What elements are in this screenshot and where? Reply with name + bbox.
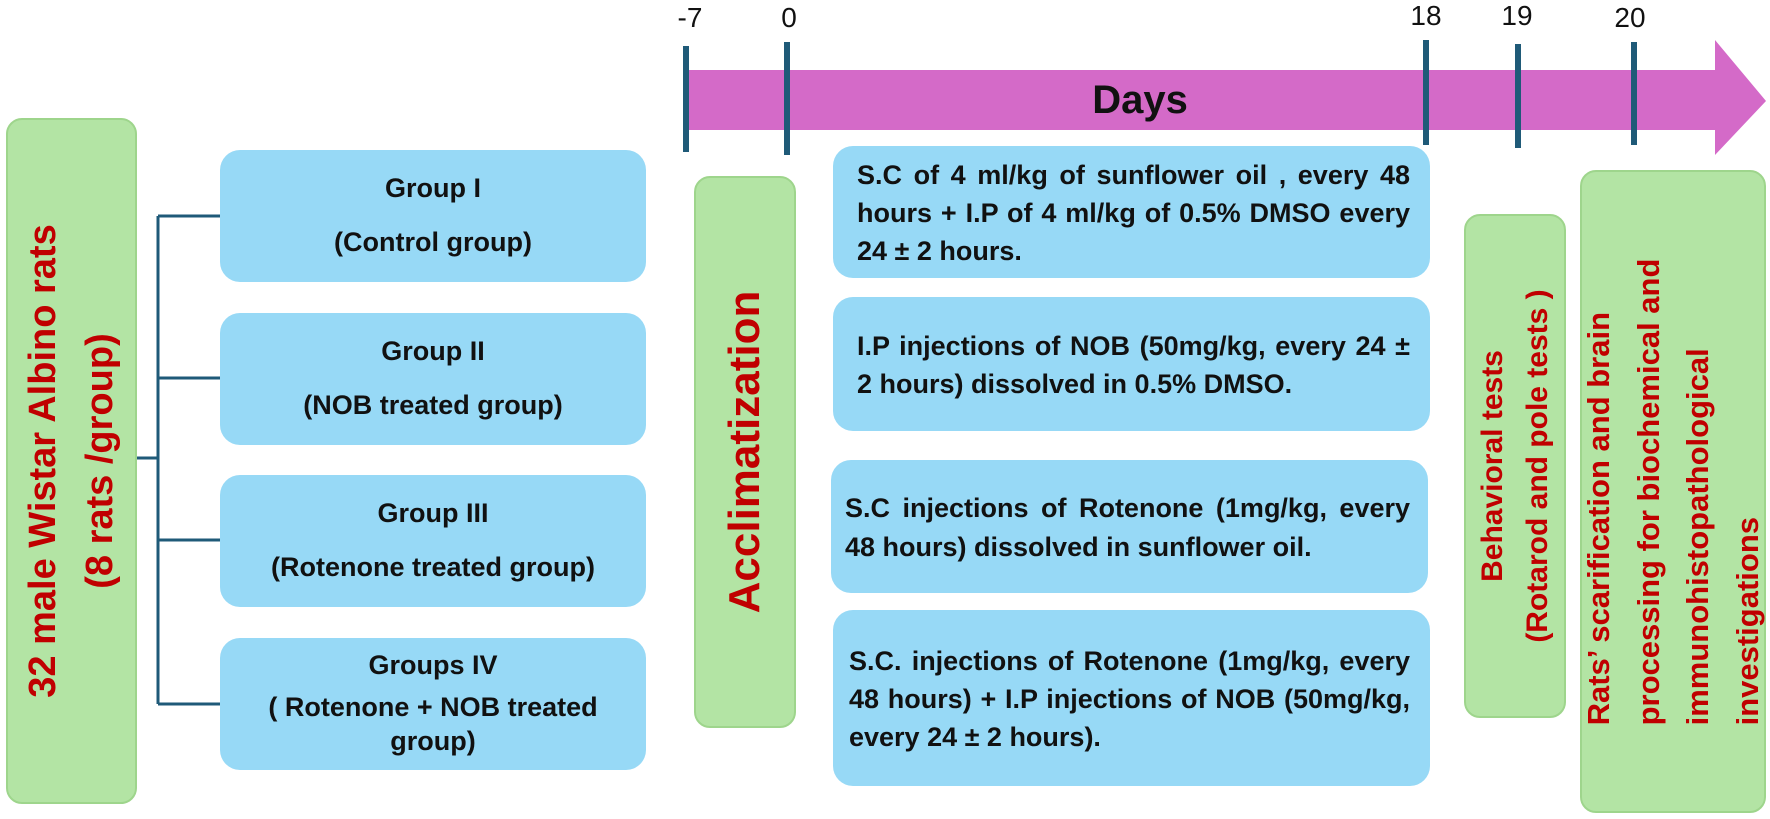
subjects-line: 32 male Wistar Albino rats — [21, 224, 64, 698]
final-processing-label: Rats’ scarification and brain processing… — [1574, 258, 1770, 725]
group-desc: ( Rotenone + NOB treated group) — [268, 692, 598, 756]
group-desc: (NOB treated group) — [303, 390, 563, 420]
behavioral-line: Behavioral tests — [1476, 350, 1509, 582]
treatment-text: I.P injections of NOB (50mg/kg, every 24… — [857, 330, 1410, 399]
days-arrow — [686, 40, 1766, 155]
group-name: Group III — [377, 498, 489, 529]
group-name: Groups IV — [368, 650, 498, 681]
group-box: Group I (Control group) — [220, 150, 646, 282]
group-box: Group II (NOB treated group) — [220, 313, 646, 445]
group-bracket — [122, 214, 220, 706]
group-name: Group I — [385, 173, 481, 204]
tick-label: -7 — [677, 2, 703, 33]
tick-label: 20 — [1614, 2, 1646, 33]
acclimatization-box: Acclimatization — [694, 176, 796, 728]
final-line: Rats’ scarification and brain — [1580, 311, 1616, 725]
final-processing-box: Rats’ scarification and brain processing… — [1580, 170, 1766, 813]
final-line: investigations — [1729, 516, 1765, 725]
tick-label: 18 — [1410, 0, 1442, 31]
final-line: processing for biochemical and — [1630, 258, 1666, 725]
subjects-label: 32 male Wistar Albino rats (8 rats /grou… — [15, 224, 129, 697]
group-name: Group II — [381, 336, 485, 367]
group-desc: (Rotenone treated group) — [271, 552, 595, 582]
behavioral-tests-label: Behavioral tests (Rotarod and pole tests… — [1470, 289, 1560, 642]
tick-label: 19 — [1501, 0, 1533, 31]
treatment-box: S.C injections of Rotenone (1mg/kg, ever… — [831, 460, 1428, 593]
subjects-box: 32 male Wistar Albino rats (8 rats /grou… — [6, 118, 137, 804]
final-line: immunohistopathological — [1680, 347, 1715, 725]
acclimatization-label: Acclimatization — [720, 290, 769, 614]
behavioral-tests-box: Behavioral tests (Rotarod and pole tests… — [1464, 214, 1566, 718]
tick-label: 0 — [781, 2, 797, 33]
subjects-line: (8 rats /group) — [78, 333, 121, 589]
days-label: Days — [1092, 78, 1188, 122]
treatment-box: S.C of 4 ml/kg of sunflower oil , every … — [833, 146, 1430, 278]
treatment-box: S.C. injections of Rotenone (1mg/kg, eve… — [833, 610, 1430, 786]
treatment-box: I.P injections of NOB (50mg/kg, every 24… — [833, 297, 1430, 431]
treatment-text: S.C of 4 ml/kg of sunflower oil , every … — [857, 159, 1410, 267]
behavioral-line: (Rotarod and pole tests ) — [1521, 289, 1554, 643]
group-box: Group III (Rotenone treated group) — [220, 475, 646, 607]
timeline-ticks — [683, 40, 1637, 155]
group-box: Groups IV ( Rotenone + NOB treated group… — [220, 638, 646, 770]
treatment-text: S.C. injections of Rotenone (1mg/kg, eve… — [849, 645, 1410, 753]
group-desc: (Control group) — [334, 227, 532, 257]
treatment-text: S.C injections of Rotenone (1mg/kg, ever… — [845, 493, 1410, 562]
